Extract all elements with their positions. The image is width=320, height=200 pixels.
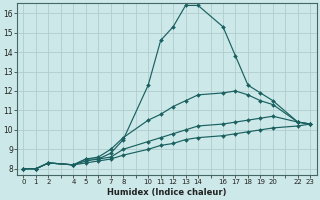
X-axis label: Humidex (Indice chaleur): Humidex (Indice chaleur) (107, 188, 227, 197)
